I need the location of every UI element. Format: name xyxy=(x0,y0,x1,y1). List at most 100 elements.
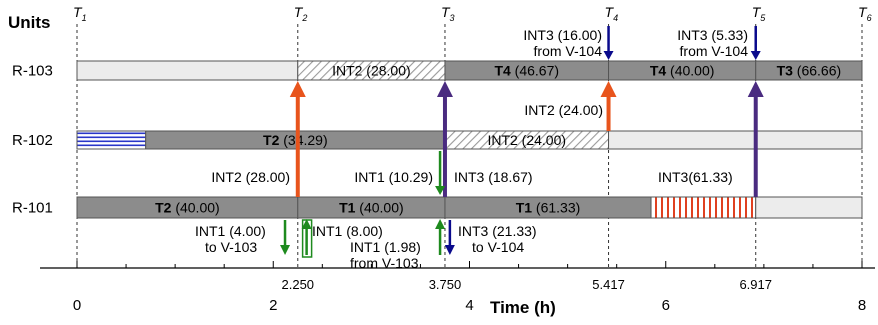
unit-name: R-103 xyxy=(12,63,53,80)
transfer-arrow xyxy=(747,81,764,197)
task-segment xyxy=(76,130,147,150)
transfer-label: from V-103 xyxy=(350,255,419,271)
external-arrow xyxy=(444,220,455,255)
y-axis-title: Units xyxy=(8,13,51,32)
time-point-subscript: 5 xyxy=(760,13,766,23)
transfer-arrow xyxy=(289,81,306,197)
transfer-label: INT3 (21.33) xyxy=(458,223,537,239)
external-transfer-arrows xyxy=(280,26,761,258)
transfer-label: INT1 (8.00) xyxy=(312,223,383,239)
task-label: T2 (40.00) xyxy=(155,200,220,216)
external-arrow-head xyxy=(435,219,446,229)
time-point-label: T2 xyxy=(294,4,308,23)
external-arrow xyxy=(750,26,761,60)
external-arrow xyxy=(603,26,614,60)
external-arrow xyxy=(280,220,291,255)
task-label: T1 (40.00) xyxy=(339,200,404,216)
task-segment xyxy=(755,196,863,219)
task-segment xyxy=(755,60,863,81)
transfer-label: from V-104 xyxy=(534,43,603,59)
time-point-labels: T1 T2 T3 T4 T5 T6 xyxy=(73,4,872,23)
transfer-label: INT2 (28.00) xyxy=(211,169,290,185)
transfer-arrow-head xyxy=(435,186,446,195)
task-label: T4 (46.67) xyxy=(494,63,559,79)
task-label: INT2 (28.00) xyxy=(332,63,411,79)
task-label: T4 (40.00) xyxy=(650,63,715,79)
transfer-label: from V-104 xyxy=(680,43,749,59)
task-segment xyxy=(76,60,299,81)
axis-event-label: 6.917 xyxy=(739,277,772,292)
unit-row-r-102: R-102 T2 (34.29) INT2 (24.00) xyxy=(12,130,863,150)
unit-row-r-101: R-101 T2 (40.00) T1 (40.00) T1 (61.33) xyxy=(12,196,863,219)
task-id: T1 xyxy=(516,200,533,216)
task-id: T3 xyxy=(777,63,794,79)
task-segment xyxy=(650,196,757,219)
vessel-box xyxy=(301,219,313,258)
transfer-label: to V-103 xyxy=(205,239,257,255)
external-arrow-head xyxy=(301,219,312,229)
time-point-label: T4 xyxy=(605,4,619,23)
task-id: T2 xyxy=(155,200,172,216)
time-point-label: T5 xyxy=(752,4,767,23)
external-arrow-head xyxy=(280,245,291,255)
unit-name: R-102 xyxy=(12,132,53,149)
task-label: T3 (66.66) xyxy=(777,63,842,79)
transfer-label: INT3 (5.33) xyxy=(677,27,748,43)
unit-rows: R-103 INT2 (28.00) T4 (46.67) T4 (40.00) T3 … xyxy=(12,60,863,219)
unit-row-r-103: R-103 INT2 (28.00) T4 (46.67) T4 (40.00) T3 … xyxy=(12,60,863,81)
task-amount: (34.29) xyxy=(279,132,327,148)
axis-event-label: 5.417 xyxy=(592,277,625,292)
task-amount: (61.33) xyxy=(532,200,580,216)
task-label: T2 (34.29) xyxy=(263,132,328,148)
time-point-subscript: 1 xyxy=(82,13,87,23)
material-transfers xyxy=(289,81,764,197)
task-amount: (66.66) xyxy=(793,63,841,79)
transfer-arrow-head xyxy=(600,81,617,97)
task-id: T4 xyxy=(650,63,667,79)
task-amount: INT2 (28.00) xyxy=(332,63,411,79)
task-id: T2 xyxy=(263,132,280,148)
transfer-label: INT3 (18.67) xyxy=(454,169,533,185)
task-label: T1 (61.33) xyxy=(516,200,581,216)
task-id: T4 xyxy=(494,63,511,79)
unit-name: R-101 xyxy=(12,200,53,217)
task-label: INT2 (24.00) xyxy=(487,132,566,148)
task-amount: INT2 (24.00) xyxy=(487,132,566,148)
time-point-label: T6 xyxy=(858,4,872,23)
transfer-label: INT3 (16.00) xyxy=(523,27,602,43)
x-axis-title: Time (h) xyxy=(490,298,556,317)
external-arrow xyxy=(301,219,313,258)
task-id: T1 xyxy=(339,200,356,216)
transfer-arrow xyxy=(600,81,617,131)
external-arrow-head xyxy=(750,51,761,60)
transfer-label: INT1 (4.00) xyxy=(195,223,266,239)
time-point-subscript: 2 xyxy=(301,13,307,23)
external-arrow-head xyxy=(603,51,614,60)
task-amount: (46.67) xyxy=(511,63,559,79)
task-amount: (40.00) xyxy=(355,200,403,216)
transfer-label: INT3(61.33) xyxy=(658,169,733,185)
external-arrow xyxy=(435,219,446,255)
time-axis: 0 2 4 6 8 2.250 3.750 5.417 6.917 xyxy=(40,261,875,314)
time-point-label: T3 xyxy=(441,4,455,23)
external-arrow-head xyxy=(444,245,455,255)
axis-event-label: 2.250 xyxy=(282,277,315,292)
transfer-arrow-head xyxy=(747,81,764,97)
axis-major-label: 4 xyxy=(465,297,473,314)
transfer-label: INT2 (24.00) xyxy=(524,102,603,118)
transfer-arrow xyxy=(435,151,446,195)
transfer-arrow xyxy=(436,81,453,197)
axis-major-label: 8 xyxy=(858,297,866,314)
transfer-label: INT1 (10.29) xyxy=(354,169,433,185)
task-amount: (40.00) xyxy=(666,63,714,79)
axis-event-label: 3.750 xyxy=(429,277,462,292)
axis-major-label: 2 xyxy=(269,297,277,314)
task-segment xyxy=(608,130,863,150)
transfer-label: to V-104 xyxy=(472,239,524,255)
time-point-subscript: 6 xyxy=(867,13,872,23)
transfer-arrow-head xyxy=(436,81,453,97)
time-point-subscript: 3 xyxy=(450,13,455,23)
